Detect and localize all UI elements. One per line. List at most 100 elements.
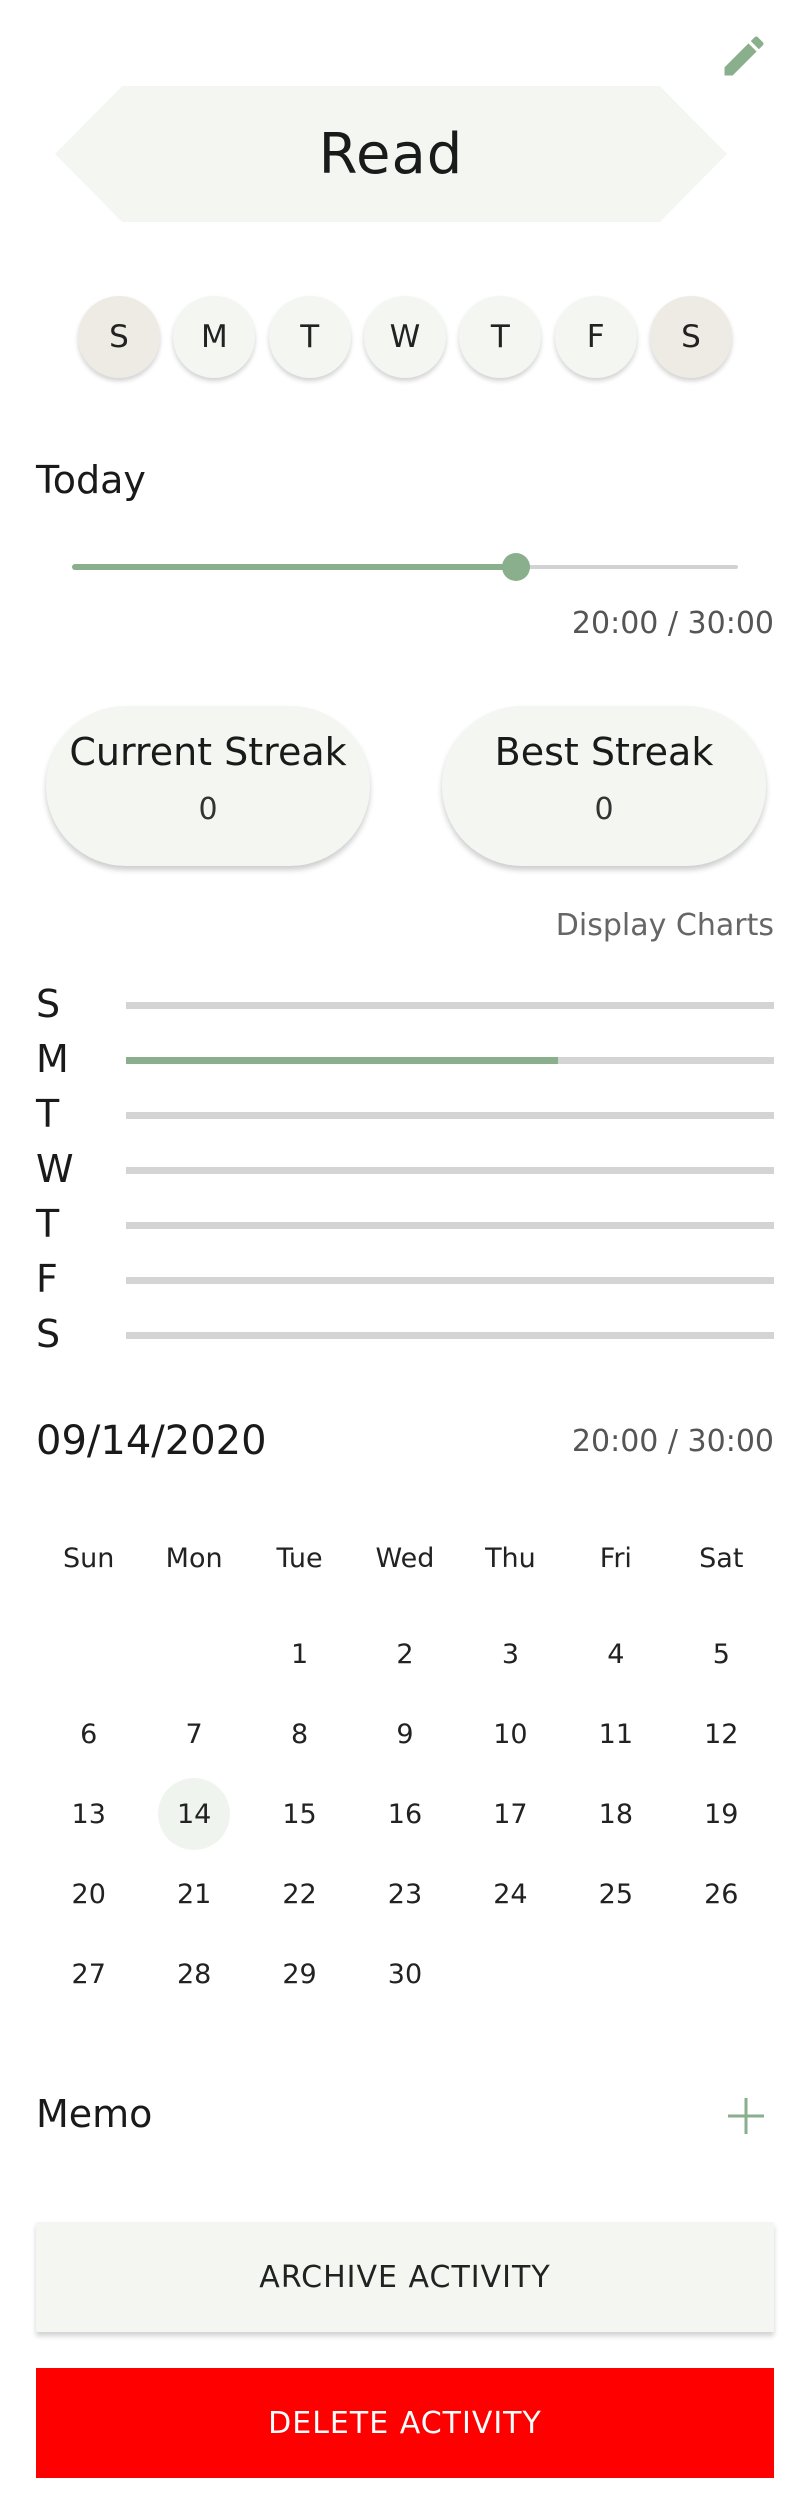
calendar-day[interactable]: 23 — [387, 1878, 423, 1910]
calendar-weekday-header: Sun Mon Tue Wed Thu Fri Sat — [36, 1534, 774, 1584]
calendar-cell: 9 — [352, 1694, 457, 1774]
calendar-week-row: 20 21 22 23 24 25 26 — [36, 1854, 774, 1934]
weekly-bar-row: M — [36, 1037, 774, 1092]
calendar-week-row: 13 14 15 16 17 18 19 — [36, 1774, 774, 1854]
calendar-cell: 21 — [141, 1854, 246, 1934]
calendar-weekday-label: Sat — [699, 1543, 744, 1574]
best-streak-value: 0 — [594, 792, 614, 827]
calendar-day[interactable]: 26 — [704, 1878, 739, 1910]
calendar-day[interactable]: 1 — [290, 1638, 309, 1670]
calendar-cell: 1 — [247, 1614, 352, 1694]
calendar-cell: 10 — [458, 1694, 563, 1774]
calendar-day[interactable]: 2 — [396, 1638, 414, 1670]
best-streak-card: Best Streak 0 — [442, 706, 766, 866]
calendar-day[interactable]: 15 — [282, 1798, 317, 1830]
weekly-bar-day-label: W — [36, 1147, 74, 1191]
today-label: Today — [36, 458, 146, 502]
calendar-day[interactable]: 9 — [396, 1718, 414, 1750]
weekday-toggle[interactable]: M — [173, 296, 256, 378]
calendar-day[interactable]: 8 — [290, 1718, 309, 1750]
calendar-day[interactable]: 18 — [598, 1798, 634, 1830]
calendar-day[interactable]: 10 — [493, 1718, 528, 1750]
weekly-bar-row: S — [36, 982, 774, 1037]
calendar-day[interactable]: 20 — [71, 1878, 106, 1910]
calendar-day[interactable]: 5 — [712, 1638, 730, 1670]
weekly-bar-track — [126, 1112, 774, 1119]
weekday-toggle[interactable]: T — [459, 296, 542, 378]
calendar-cell: 5 — [669, 1614, 774, 1694]
calendar-weekday-label: Sun — [63, 1543, 115, 1574]
weekly-bar-row: T — [36, 1202, 774, 1257]
today-progress-slider[interactable] — [72, 552, 738, 582]
plus-icon[interactable] — [722, 2092, 770, 2140]
calendar-weekday-label: Mon — [165, 1543, 223, 1574]
weekly-bar-day-label: M — [36, 1037, 69, 1081]
calendar-cell: 3 — [458, 1614, 563, 1694]
calendar-cell: 30 — [352, 1934, 457, 2014]
calendar-day[interactable]: 3 — [501, 1638, 520, 1670]
calendar-day[interactable]: 29 — [282, 1958, 317, 1990]
calendar-day[interactable]: 25 — [598, 1878, 634, 1910]
calendar-cell: 18 — [563, 1774, 668, 1854]
weekly-bar-day-label: S — [36, 982, 61, 1026]
calendar-day[interactable]: 6 — [80, 1718, 98, 1750]
weekly-bar-day-label: T — [36, 1202, 60, 1246]
selected-date-time-value: 20:00 / 30:00 — [571, 1424, 774, 1459]
calendar-day[interactable]: 7 — [185, 1718, 203, 1750]
calendar-day[interactable]: 28 — [176, 1958, 212, 1990]
weekday-toggle[interactable]: W — [363, 296, 446, 378]
calendar-weekday-label: Fri — [599, 1543, 632, 1574]
weekday-toggle[interactable]: T — [268, 296, 351, 378]
weekly-bar-row: F — [36, 1257, 774, 1312]
weekday-toggle[interactable]: F — [554, 296, 637, 378]
calendar-day[interactable]: 16 — [387, 1798, 423, 1830]
weekday-toggle[interactable]: S — [649, 296, 732, 378]
calendar-cell: 19 — [669, 1774, 774, 1854]
weekday-toggle[interactable]: S — [78, 296, 160, 378]
weekly-bar-row: S — [36, 1312, 774, 1367]
calendar-cell — [563, 1934, 668, 2014]
calendar-day[interactable]: 21 — [176, 1878, 212, 1910]
calendar-week-row: 6 7 8 9 10 11 12 — [36, 1694, 774, 1774]
month-calendar: Sun Mon Tue Wed Thu Fri Sat 1 2 3 4 5 6 7 8 9 10 11 12 13 1… — [36, 1534, 774, 2014]
calendar-cell: 13 — [36, 1774, 141, 1854]
calendar-day[interactable]: 24 — [493, 1878, 528, 1910]
calendar-day[interactable]: 27 — [71, 1958, 106, 1990]
calendar-day[interactable]: 4 — [607, 1638, 625, 1670]
pencil-icon[interactable] — [718, 30, 770, 82]
weekly-bar-track — [126, 1167, 774, 1174]
calendar-cell — [36, 1614, 141, 1694]
delete-activity-button[interactable]: DELETE ACTIVITY — [36, 2368, 774, 2478]
calendar-day[interactable]: 12 — [704, 1718, 739, 1750]
display-charts-link[interactable]: Display Charts — [555, 908, 774, 943]
calendar-day[interactable]: 13 — [71, 1798, 106, 1830]
calendar-cell: 17 — [458, 1774, 563, 1854]
weekly-bar-day-label: T — [36, 1092, 60, 1136]
calendar-day[interactable]: 17 — [493, 1798, 528, 1830]
weekly-bar-track — [126, 1332, 774, 1339]
calendar-grid: 1 2 3 4 5 6 7 8 9 10 11 12 13 14 15 16 17 18 19 20 21 22 23 24 2… — [36, 1614, 774, 2014]
calendar-day-selected[interactable]: 14 — [158, 1778, 231, 1850]
calendar-cell — [141, 1614, 246, 1694]
calendar-cell: 27 — [36, 1934, 141, 2014]
weekly-bar-row: T — [36, 1092, 774, 1147]
calendar-cell: 23 — [352, 1854, 457, 1934]
calendar-cell: 25 — [563, 1854, 668, 1934]
calendar-day[interactable]: 11 — [598, 1718, 634, 1750]
calendar-day[interactable]: 30 — [387, 1958, 423, 1990]
calendar-cell — [669, 1934, 774, 2014]
current-streak-value: 0 — [198, 792, 218, 827]
calendar-day[interactable]: 22 — [282, 1878, 317, 1910]
weekly-bar-track — [126, 1057, 774, 1064]
slider-thumb[interactable] — [502, 553, 531, 581]
archive-activity-button[interactable]: ARCHIVE ACTIVITY — [36, 2222, 774, 2332]
best-streak-title: Best Streak — [494, 730, 714, 774]
calendar-cell — [458, 1934, 563, 2014]
calendar-cell: 24 — [458, 1854, 563, 1934]
calendar-week-row: 27 28 29 30 — [36, 1934, 774, 2014]
weekly-bar-day-label: S — [36, 1312, 61, 1356]
calendar-cell: 2 — [352, 1614, 457, 1694]
calendar-day[interactable]: 19 — [704, 1798, 739, 1830]
weekly-bar-track — [126, 1277, 774, 1284]
